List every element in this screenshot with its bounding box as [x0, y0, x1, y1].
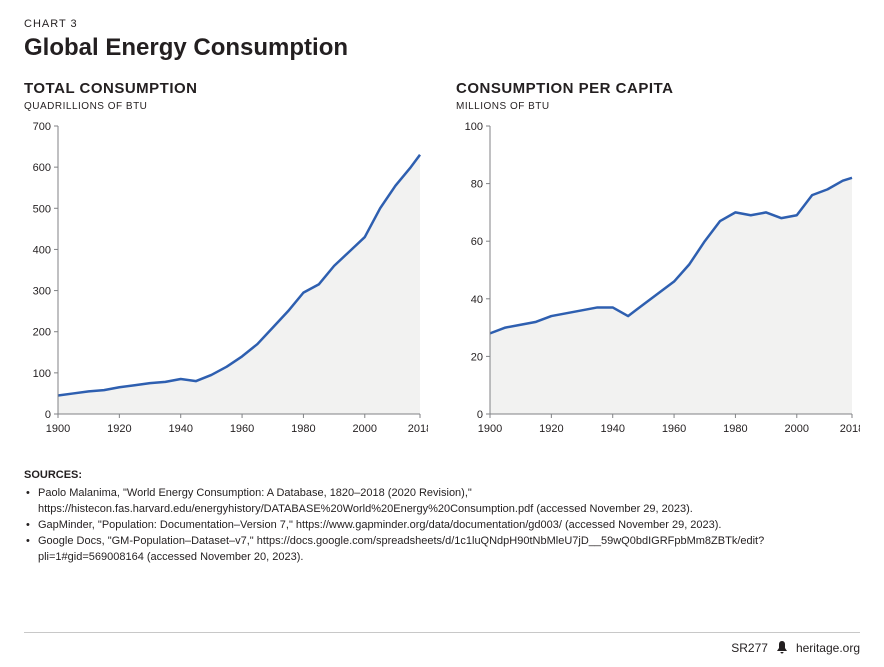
x-tick-label: 1980 — [291, 423, 315, 435]
source-item: Google Docs, "GM-Population–Dataset–v7,"… — [24, 534, 860, 566]
x-tick-label: 1960 — [230, 423, 254, 435]
footer: SR277 heritage.org — [731, 641, 860, 655]
sources-label: SOURCES: — [24, 468, 860, 484]
x-tick-label: 2000 — [785, 423, 809, 435]
y-tick-label: 600 — [33, 162, 51, 174]
x-tick-label: 2000 — [353, 423, 377, 435]
footer-divider — [24, 632, 860, 633]
y-tick-label: 300 — [33, 286, 51, 298]
source-item: GapMinder, "Population: Documentation–Ve… — [24, 518, 860, 534]
x-tick-label: 1920 — [539, 423, 563, 435]
y-tick-label: 0 — [477, 409, 483, 421]
x-tick-label: 1940 — [168, 423, 192, 435]
y-tick-label: 100 — [33, 368, 51, 380]
x-tick-label: 1900 — [46, 423, 70, 435]
y-tick-label: 60 — [471, 236, 483, 248]
sources-block: SOURCES: Paolo Malanima, "World Energy C… — [24, 468, 860, 566]
panel-total: TOTAL CONSUMPTION QUADRILLIONS OF BTU 0 1… — [24, 80, 428, 440]
panel-total-title: TOTAL CONSUMPTION — [24, 80, 428, 97]
main-title: Global Energy Consumption — [24, 34, 860, 62]
chart-svg: 0 100 200 300 400 500 600 700 1900 1920 1940 1960 19… — [24, 120, 428, 440]
chart-number: CHART 3 — [24, 18, 860, 30]
footer-code: SR277 — [731, 641, 768, 655]
x-tick-label: 2018 — [408, 423, 428, 435]
y-tick-label: 700 — [33, 121, 51, 133]
panel-total-chart: 0 100 200 300 400 500 600 700 1900 1920 1940 1960 19… — [24, 120, 428, 440]
x-tick-label: 1900 — [478, 423, 502, 435]
panel-percapita-units: MILLIONS OF BTU — [456, 101, 860, 112]
y-tick-label: 400 — [33, 244, 51, 256]
x-tick-label: 1960 — [662, 423, 686, 435]
x-tick-label: 1920 — [107, 423, 131, 435]
y-tick-label: 500 — [33, 203, 51, 215]
y-tick-label: 80 — [471, 179, 483, 191]
source-item: Paolo Malanima, "World Energy Consumptio… — [24, 486, 860, 518]
panel-total-units: QUADRILLIONS OF BTU — [24, 101, 428, 112]
x-tick-label: 1980 — [723, 423, 747, 435]
y-tick-label: 0 — [45, 409, 51, 421]
panel-percapita-chart: 0 20 40 60 80 100 1900 1920 1940 1960 1980 2000 2018 — [456, 120, 860, 440]
bell-icon — [776, 641, 788, 655]
chart-area-fill — [58, 155, 420, 414]
y-tick-label: 100 — [465, 121, 483, 133]
y-tick-label: 200 — [33, 327, 51, 339]
x-tick-label: 2018 — [840, 423, 860, 435]
charts-row: TOTAL CONSUMPTION QUADRILLIONS OF BTU 0 1… — [24, 80, 860, 440]
sources-list: Paolo Malanima, "World Energy Consumptio… — [24, 486, 860, 566]
x-tick-label: 1940 — [600, 423, 624, 435]
y-tick-label: 20 — [471, 351, 483, 363]
y-tick-label: 40 — [471, 294, 483, 306]
panel-percapita: CONSUMPTION PER CAPITA MILLIONS OF BTU 0… — [456, 80, 860, 440]
chart-svg: 0 20 40 60 80 100 1900 1920 1940 1960 1980 2000 2018 — [456, 120, 860, 440]
footer-site: heritage.org — [796, 641, 860, 655]
panel-percapita-title: CONSUMPTION PER CAPITA — [456, 80, 860, 97]
